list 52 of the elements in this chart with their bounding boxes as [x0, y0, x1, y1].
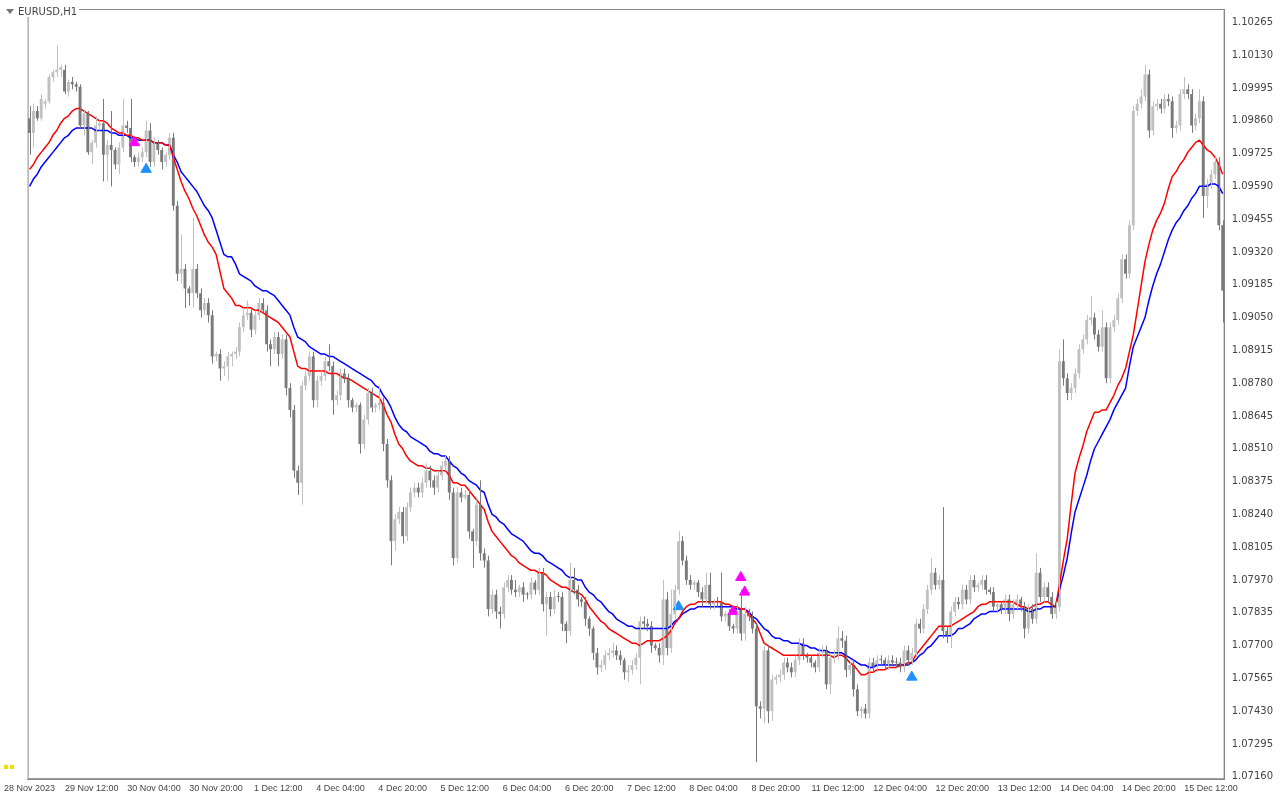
x-tick-label: 30 Nov 04:00	[127, 783, 181, 794]
point	[738, 585, 751, 596]
y-tick-label: 1.10265	[1231, 15, 1274, 27]
point	[735, 571, 747, 582]
x-tick-label: 6 Dec 04:00	[502, 783, 552, 794]
point	[672, 600, 685, 611]
chart-title: EURUSD,H1	[18, 6, 78, 17]
x-tick-label: 6 Dec 20:00	[564, 783, 614, 794]
x-tick-label: 30 Nov 20:00	[189, 783, 243, 794]
x-tick-label: 13 Dec 12:00	[997, 783, 1052, 794]
y-tick-label: 1.08645	[1231, 409, 1274, 421]
y-tick-label: 1.09185	[1231, 278, 1274, 290]
y-tick-label: 1.09995	[1231, 81, 1274, 93]
y-tick-label: 1.08915	[1231, 343, 1274, 355]
x-tick-label: 12 Dec 04:00	[873, 783, 927, 794]
x-tick-label: 28 Nov 2023	[4, 783, 56, 794]
x-tick-label: 8 Dec 20:00	[751, 783, 801, 794]
y-tick-label: 1.07835	[1231, 606, 1274, 618]
x-tick-label: 15 Dec 12:00	[1184, 783, 1238, 794]
x-tick-label: 12 Dec 20:00	[935, 783, 990, 794]
y-tick-label: 1.08510	[1231, 442, 1274, 454]
y-tick-label: 1.09050	[1231, 311, 1274, 323]
y-tick-label: 1.09860	[1231, 114, 1274, 126]
x-tick-label: 29 Nov 12:00	[64, 783, 119, 794]
x-tick-label: 5 Dec 12:00	[440, 783, 490, 794]
point	[906, 670, 918, 681]
point	[727, 605, 739, 616]
point	[128, 136, 141, 147]
y-tick-label: 1.07295	[1231, 737, 1274, 749]
y-tick-label: 1.09590	[1231, 179, 1274, 191]
y-tick-label: 1.09725	[1231, 147, 1274, 159]
y-tick-label: 1.07160	[1231, 770, 1274, 782]
x-tick-label: 1 Dec 12:00	[254, 783, 303, 794]
y-tick-label: 1.08240	[1231, 507, 1274, 519]
y-tick-label: 1.09320	[1231, 245, 1274, 257]
x-tick-label: 7 Dec 12:00	[627, 783, 676, 794]
y-tick-label: 1.07430	[1231, 704, 1274, 716]
y-tick-label: 1.07970	[1231, 573, 1274, 585]
x-tick-label: 4 Dec 04:00	[316, 783, 365, 794]
x-tick-label: 14 Dec 04:00	[1059, 783, 1114, 794]
x-tick-label: 8 Dec 04:00	[689, 783, 738, 794]
y-tick-label: 1.09455	[1231, 212, 1274, 224]
y-tick-label: 1.07565	[1231, 671, 1274, 683]
x-tick-label: 14 Dec 20:00	[1122, 783, 1176, 794]
point	[140, 162, 152, 173]
y-tick-label: 1.07700	[1231, 639, 1274, 651]
y-tick-label: 1.08375	[1231, 475, 1274, 487]
x-tick-label: 4 Dec 20:00	[378, 783, 427, 794]
y-tick-label: 1.08105	[1231, 540, 1274, 552]
y-tick-label: 1.10130	[1231, 48, 1274, 60]
y-tick-label: 1.08780	[1231, 376, 1274, 388]
x-tick-label: 11 Dec 12:00	[811, 783, 865, 794]
